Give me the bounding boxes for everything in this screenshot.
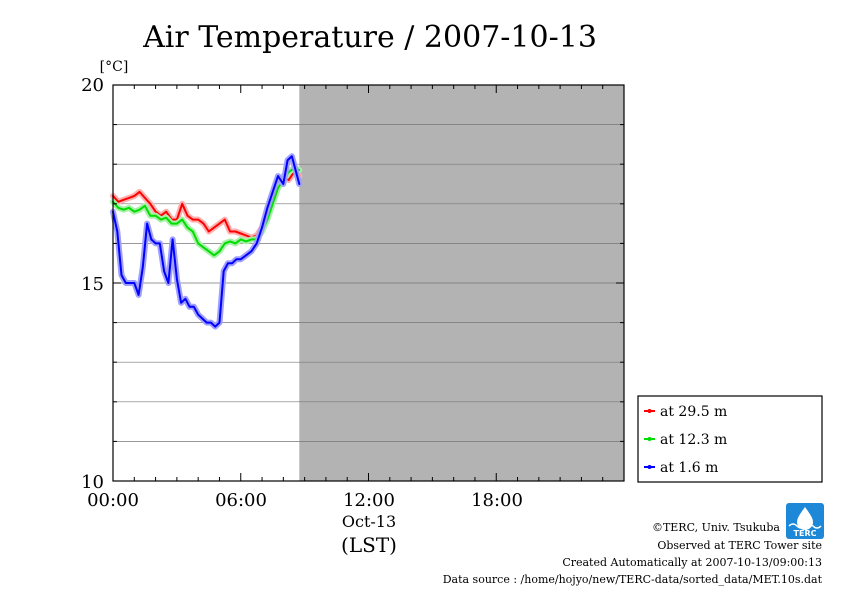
terc-logo: TERC bbox=[786, 503, 824, 539]
series-line bbox=[112, 155, 301, 328]
credits: ©TERC, Univ. Tsukuba Observed at TERC To… bbox=[443, 521, 823, 586]
source-text: Data source : /home/hojyo/new/TERC-data/… bbox=[443, 573, 823, 586]
y-tick-label: 10 bbox=[81, 472, 104, 493]
chart-title: Air Temperature / 2007-10-13 bbox=[142, 20, 597, 55]
legend-label: at 1.6 m bbox=[660, 460, 718, 476]
x-tick-label: 06:00 bbox=[215, 490, 267, 511]
legend-box bbox=[637, 395, 823, 483]
legend-marker bbox=[647, 465, 652, 469]
y-axis-unit: [°C] bbox=[100, 59, 129, 75]
legend-label: at 12.3 m bbox=[660, 432, 727, 448]
y-tick-label: 20 bbox=[81, 75, 104, 96]
legend-marker bbox=[647, 409, 652, 413]
y-tick-label: 15 bbox=[81, 274, 104, 295]
x-tick-label: 18:00 bbox=[471, 490, 523, 511]
observed-text: Observed at TERC Tower site bbox=[657, 539, 822, 552]
y-axis-labels: 20 15 10 bbox=[81, 75, 104, 493]
created-text: Created Automatically at 2007-10-13/09:0… bbox=[562, 556, 822, 569]
plot-area bbox=[110, 84, 625, 482]
copyright-text: ©TERC, Univ. Tsukuba bbox=[652, 521, 780, 534]
logo-wave-icon bbox=[788, 523, 822, 529]
x-tick-label: 00:00 bbox=[87, 490, 139, 511]
x-axis-title: (LST) bbox=[341, 533, 397, 557]
date-label: Oct-13 bbox=[342, 512, 396, 531]
series-lines bbox=[110, 153, 303, 330]
legend: at 29.5 m at 12.3 m at 1.6 m bbox=[637, 395, 823, 483]
legend-label: at 29.5 m bbox=[660, 404, 727, 420]
legend-marker bbox=[647, 437, 652, 441]
axis-tick-marks bbox=[113, 85, 624, 481]
series-line bbox=[112, 167, 301, 257]
logo-text: TERC bbox=[794, 529, 817, 538]
x-tick-label: 12:00 bbox=[343, 490, 395, 511]
x-axis-labels: 00:00 06:00 12:00 18:00 Oct-13 (LST) bbox=[87, 490, 523, 557]
